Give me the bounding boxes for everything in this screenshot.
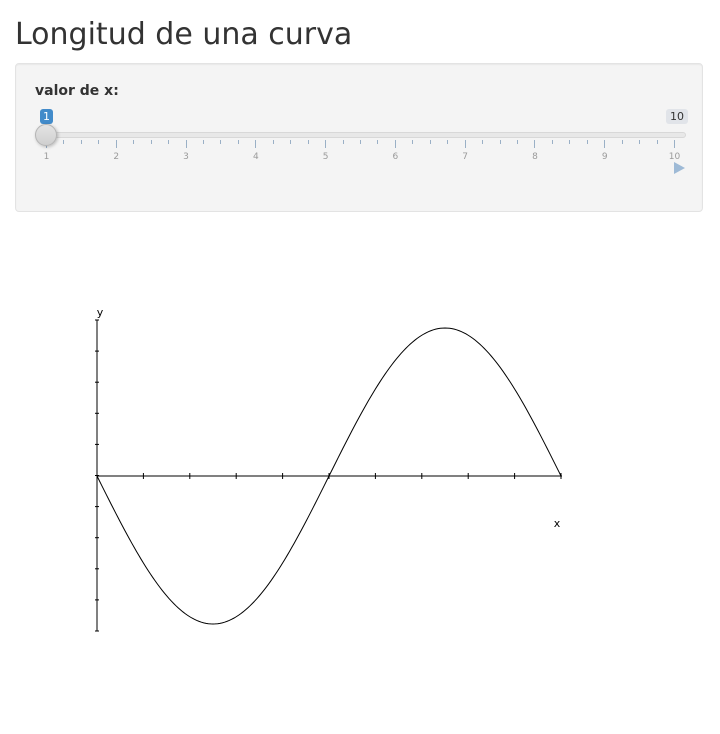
slider-minor-tick — [569, 140, 571, 144]
slider-minor-tick — [272, 140, 274, 144]
slider-major-tick — [394, 140, 396, 148]
slider-minor-tick — [517, 140, 518, 144]
slider-minor-tick — [586, 140, 588, 144]
curve-line — [96, 327, 562, 625]
slider-tick-label: 6 — [392, 152, 399, 162]
slider-minor-tick — [551, 140, 553, 144]
slider-max-value-badge: 10 — [666, 109, 688, 124]
slider-tick-label: 2 — [113, 152, 120, 162]
slider-major-tick — [604, 140, 606, 148]
slider-minor-tick — [133, 140, 135, 144]
slider-minor-tick — [63, 140, 65, 144]
slider-minor-tick — [447, 140, 449, 144]
slider-minor-tick — [412, 140, 414, 144]
slider-minor-tick — [377, 140, 379, 144]
slider-minor-tick — [429, 140, 431, 144]
slider-minor-tick — [307, 140, 309, 144]
slider-minor-tick — [360, 140, 361, 144]
slider-current-value-badge: 1 — [40, 109, 53, 124]
play-icon[interactable] — [672, 161, 686, 175]
page-title: Longitud de una curva — [15, 17, 353, 52]
slider-label: valor de x: — [35, 83, 119, 99]
slider-minor-tick — [237, 140, 239, 144]
slider-minor-tick — [656, 140, 658, 144]
slider-tick-label: 9 — [601, 152, 608, 162]
slider-major-tick — [185, 140, 187, 148]
slider-minor-tick — [342, 140, 344, 144]
slider-minor-tick — [220, 140, 222, 144]
sidebar-panel: valor de x: 1 10 1 2 3 4 5 6 7 8 9 10 — [15, 63, 703, 212]
slider-major-tick — [674, 140, 675, 148]
slider-minor-tick — [98, 140, 100, 144]
slider-major-tick — [464, 140, 466, 148]
x-value-slider[interactable]: 1 10 1 2 3 4 5 6 7 8 9 10 — [16, 64, 704, 213]
slider-minor-tick — [482, 140, 484, 144]
slider-major-tick — [534, 140, 536, 148]
slider-handle[interactable] — [35, 124, 57, 146]
slider-minor-tick — [639, 140, 641, 144]
slider-minor-tick — [150, 140, 152, 144]
slider-minor-tick — [168, 140, 170, 144]
slider-major-tick — [255, 140, 257, 148]
x-axis-label: x — [554, 517, 561, 530]
slider-tick-label: 3 — [183, 152, 189, 162]
slider-tick-label: 1 — [43, 152, 50, 162]
slider-tick-label: 5 — [322, 152, 329, 162]
slider-tick-label: 8 — [532, 152, 538, 162]
slider-minor-tick — [290, 140, 292, 144]
slider-minor-tick — [499, 140, 501, 144]
slider-tick-label: 7 — [462, 152, 469, 162]
y-axis-label: y — [97, 306, 104, 319]
slider-tick-label: 4 — [252, 152, 259, 162]
slider-tick-label: 10 — [668, 152, 681, 162]
slider-minor-tick — [621, 140, 623, 144]
slider-major-tick — [325, 140, 327, 148]
slider-minor-tick — [203, 140, 204, 144]
slider-minor-tick — [80, 140, 82, 144]
slider-major-tick — [115, 140, 117, 148]
